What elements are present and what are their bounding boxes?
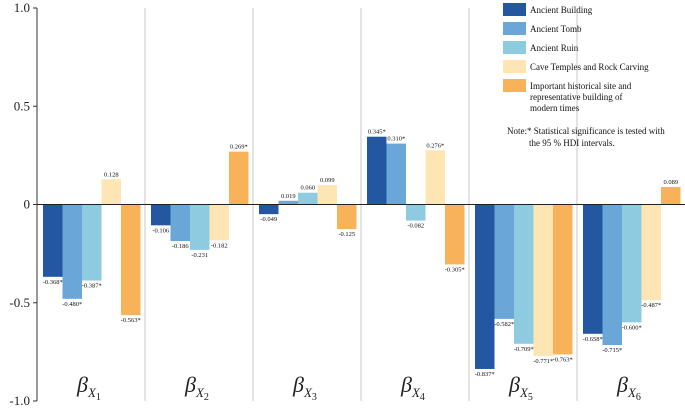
legend-swatch: [503, 3, 526, 16]
bar: [583, 204, 603, 334]
data-label: -0.049: [260, 216, 277, 223]
data-label: -0.600*: [622, 324, 642, 331]
bar: [337, 204, 357, 230]
bar: [278, 200, 298, 205]
data-label: -0.231: [191, 252, 208, 259]
bar: [602, 204, 622, 345]
data-label: -0.082: [407, 223, 424, 230]
bar: [641, 204, 661, 301]
legend-swatch: [503, 22, 526, 35]
bar: [229, 151, 249, 205]
bar: [121, 204, 141, 316]
data-label: 0.089: [663, 179, 678, 186]
data-label: -0.106: [152, 227, 170, 234]
bar: [533, 204, 553, 357]
bar: [43, 204, 63, 277]
data-label: -0.837*: [475, 371, 495, 378]
bar: [494, 204, 514, 319]
bar: [622, 204, 642, 323]
data-label: -0.715*: [602, 347, 622, 354]
group-label: βX6: [616, 372, 641, 403]
group-label: βX2: [184, 372, 209, 403]
data-label: 0.345*: [368, 129, 386, 136]
data-label: -0.771*: [533, 358, 553, 365]
data-label: -0.186: [172, 243, 190, 250]
data-label: 0.099: [320, 177, 335, 184]
bar: [406, 204, 426, 221]
legend-swatch: [503, 41, 526, 54]
y-tick-label: -1.0: [9, 393, 30, 408]
bar: [386, 143, 406, 205]
group-label: βX5: [508, 372, 533, 403]
data-label: -0.763*: [553, 356, 573, 363]
legend-label: Ancient Building: [530, 5, 593, 15]
bar: [514, 204, 534, 344]
data-label: -0.387*: [82, 283, 102, 290]
bar: [298, 192, 318, 205]
bar: [661, 187, 681, 205]
data-label: -0.563*: [121, 317, 141, 324]
bar: [82, 204, 102, 281]
y-tick-label: 0: [24, 197, 31, 212]
data-label: 0.276*: [426, 142, 444, 149]
legend-label: Ancient Ruin: [530, 43, 579, 53]
data-label: 0.310*: [387, 136, 405, 143]
y-tick-label: 0.5: [14, 98, 30, 113]
bar: [553, 204, 573, 355]
bar: [62, 204, 82, 299]
legend-label: Cave Temples and Rock Carving: [530, 62, 649, 72]
bar: [425, 150, 445, 205]
data-label: 0.269*: [230, 144, 248, 151]
bar: [151, 204, 171, 226]
y-tick-label: -0.5: [9, 295, 30, 310]
bar: [317, 185, 337, 205]
data-label: -0.480*: [62, 301, 82, 308]
group-label: βX3: [292, 372, 317, 403]
bar: [259, 204, 279, 215]
data-label: -0.582*: [494, 321, 514, 328]
bar: [445, 204, 465, 265]
data-label: 0.128: [104, 171, 119, 178]
data-label: 0.060: [300, 185, 315, 192]
data-label: -0.658*: [583, 336, 603, 343]
group-label: βX4: [400, 372, 425, 403]
data-label: -0.305*: [445, 266, 465, 273]
note-annotation: the 95 % HDI intervals.: [529, 138, 615, 148]
y-tick-label: 1.0: [14, 0, 30, 15]
note-annotation: Note:* Statistical significance is teste…: [507, 126, 665, 136]
legend-label: Important historical site and: [530, 81, 632, 91]
data-label: 0.019: [281, 193, 296, 200]
data-label: -0.125: [338, 231, 355, 238]
bar: [170, 204, 190, 242]
data-label: -0.182: [211, 242, 228, 249]
bar: [101, 179, 121, 205]
data-label: -0.368*: [43, 279, 63, 286]
legend-label: representative building of: [530, 92, 622, 102]
group-label: βX1: [76, 372, 101, 403]
data-label: -0.709*: [514, 346, 534, 353]
data-label: -0.487*: [641, 302, 661, 309]
bar: [209, 204, 229, 241]
bar: [475, 204, 495, 369]
legend-label: Ancient Tomb: [530, 24, 582, 34]
legend-label: modern times: [530, 103, 580, 113]
legend-swatch: [503, 60, 526, 73]
bar: [190, 204, 210, 250]
bar: [367, 136, 387, 205]
legend-swatch: [503, 79, 526, 92]
